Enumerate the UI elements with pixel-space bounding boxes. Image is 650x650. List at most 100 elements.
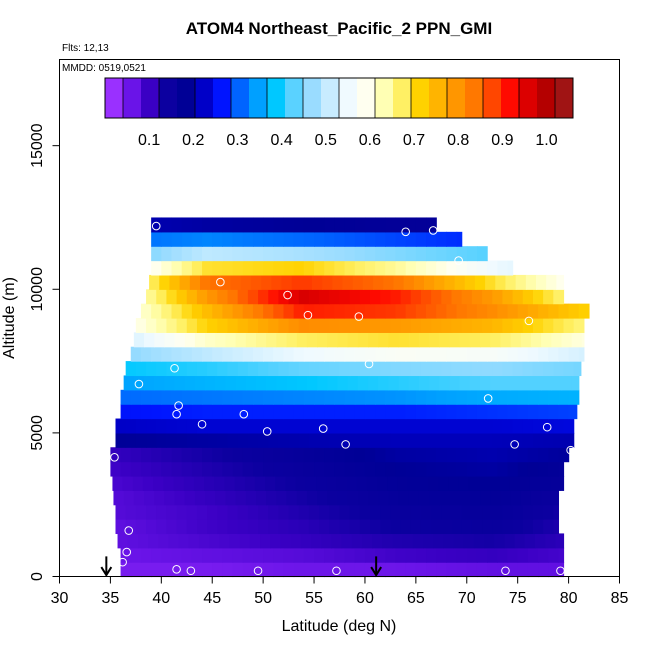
heatmap-cell <box>161 461 173 477</box>
colorbar-cell <box>357 78 376 118</box>
heatmap-cell <box>210 274 221 290</box>
heatmap-cell <box>471 361 483 377</box>
heatmap-cell <box>568 389 580 405</box>
heatmap-cell <box>466 562 478 578</box>
heatmap-cell <box>334 461 346 477</box>
colorbar-tick-label: 0.3 <box>226 132 248 149</box>
colorbar-tick-label: 0.5 <box>315 132 337 149</box>
heatmap-cell <box>148 533 159 549</box>
heatmap-cell <box>168 533 180 549</box>
heatmap-cell <box>487 389 498 405</box>
heatmap-cell <box>151 547 162 563</box>
heatmap-cell <box>426 231 437 247</box>
heatmap-cell <box>395 260 407 276</box>
heatmap-cell <box>191 547 203 563</box>
heatmap-cell <box>405 547 417 563</box>
heatmap-cell <box>349 418 361 434</box>
colorbar-tick-label: 0.6 <box>359 132 381 149</box>
heatmap-cell <box>349 361 361 377</box>
heatmap-cell <box>324 246 336 262</box>
observation-point <box>501 566 510 576</box>
heatmap-cell <box>186 432 198 448</box>
heatmap-cell <box>321 533 332 549</box>
heatmap-cell <box>364 231 376 247</box>
heatmap-cell <box>497 303 509 319</box>
heatmap-cell <box>527 562 539 578</box>
observation-point <box>118 557 127 567</box>
heatmap-cell <box>123 490 135 506</box>
heatmap-cell <box>519 475 531 491</box>
heatmap-cell <box>507 404 519 420</box>
heatmap-cell <box>202 461 213 477</box>
heatmap-cell <box>357 490 369 506</box>
colorbar-cell <box>375 78 394 118</box>
colorbar-tick-label: 0.7 <box>403 132 425 149</box>
heatmap-cell <box>532 432 544 448</box>
heatmap-cell <box>563 432 575 448</box>
heatmap-cell <box>310 533 322 549</box>
heatmap-cell <box>227 289 239 305</box>
colorbar-tick-label: 0.8 <box>447 132 469 149</box>
heatmap-cell <box>471 318 483 333</box>
heatmap-cell <box>538 447 549 463</box>
heatmap-cell <box>217 432 229 448</box>
heatmap-cell <box>288 289 300 305</box>
observation-point <box>524 316 534 326</box>
y-tick-label: 10000 <box>29 267 46 312</box>
observation-point <box>354 312 364 321</box>
heatmap-cell <box>458 475 470 491</box>
heatmap-cell <box>344 246 356 262</box>
heatmap-cell <box>556 274 565 290</box>
heatmap-cell <box>408 375 420 391</box>
heatmap-cell <box>276 490 288 506</box>
heatmap-cell <box>303 246 315 262</box>
heatmap-cell <box>110 461 122 477</box>
heatmap-cell <box>135 361 147 377</box>
heatmap-cell <box>385 547 397 563</box>
heatmap-cell <box>256 332 267 348</box>
heatmap-cell <box>402 533 414 549</box>
heatmap-cell <box>306 375 318 391</box>
heatmap-cell <box>273 547 285 563</box>
heatmap-cell <box>276 332 288 348</box>
heatmap-cell <box>260 533 271 549</box>
heatmap-cell <box>240 274 252 290</box>
heatmap-cell <box>293 346 305 362</box>
heatmap-cell <box>227 418 239 434</box>
heatmap-cell <box>532 418 544 434</box>
heatmap-cell <box>176 289 188 305</box>
heatmap-cell <box>446 461 458 477</box>
heatmap-cell <box>466 246 478 262</box>
heatmap-cell <box>522 418 534 434</box>
heatmap-cell <box>476 260 488 276</box>
heatmap-cell <box>480 490 491 506</box>
heatmap-cell <box>370 504 381 520</box>
heatmap-cell <box>252 389 264 405</box>
heatmap-cell <box>385 303 397 319</box>
heatmap-cell <box>283 346 295 362</box>
heatmap-cell <box>502 519 514 535</box>
heatmap-cell <box>527 404 539 420</box>
heatmap-cell <box>482 361 493 377</box>
heatmap-cell <box>489 475 500 491</box>
flights-label: Flts: 12,13 <box>62 43 109 54</box>
heatmap-cell <box>186 289 198 305</box>
heatmap-cell <box>464 274 476 290</box>
heatmap-cell <box>497 461 509 477</box>
heatmap-cell <box>156 318 168 333</box>
heatmap-cell <box>151 217 162 233</box>
heatmap-cell <box>461 432 473 448</box>
heatmap-cell <box>529 475 541 491</box>
heatmap-cell <box>324 303 336 319</box>
heatmap-cell <box>191 346 203 362</box>
heatmap-cell <box>403 274 415 290</box>
heatmap-cell <box>349 519 361 535</box>
heatmap-cell <box>151 389 162 405</box>
heatmap-cell <box>446 562 458 578</box>
heatmap-cell <box>115 418 127 434</box>
heatmap-cell <box>125 418 137 434</box>
heatmap-cell <box>334 246 346 262</box>
heatmap-cell <box>436 461 448 477</box>
heatmap-cell <box>247 504 259 520</box>
heatmap-cell <box>400 432 412 448</box>
